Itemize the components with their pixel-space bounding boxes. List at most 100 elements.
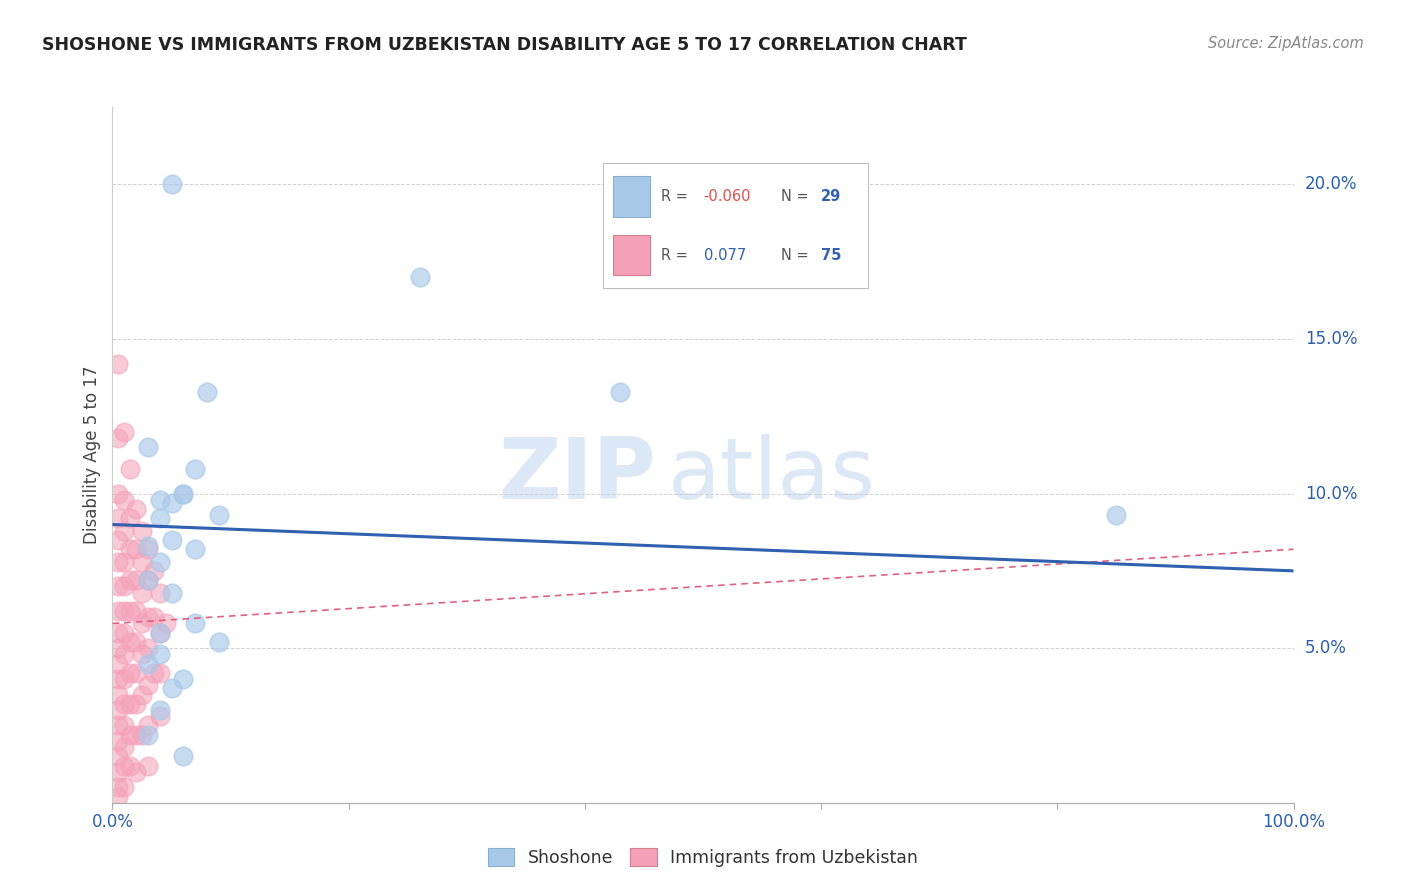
Point <box>112 758 135 772</box>
Point <box>125 573 148 587</box>
Legend: Shoshone, Immigrants from Uzbekistan: Shoshone, Immigrants from Uzbekistan <box>481 841 925 874</box>
Point <box>112 579 135 593</box>
Point <box>125 502 148 516</box>
Point <box>172 749 194 764</box>
Point <box>120 573 142 587</box>
Text: 20.0%: 20.0% <box>1305 176 1357 194</box>
Text: 5.0%: 5.0% <box>1305 640 1347 657</box>
Y-axis label: Disability Age 5 to 17: Disability Age 5 to 17 <box>83 366 101 544</box>
Point <box>107 780 129 795</box>
Point <box>149 625 172 640</box>
Point <box>125 697 148 711</box>
Point <box>149 648 172 662</box>
Text: Source: ZipAtlas.com: Source: ZipAtlas.com <box>1208 36 1364 51</box>
Point <box>112 672 135 686</box>
Point <box>149 709 172 723</box>
Point <box>136 657 159 671</box>
Point <box>112 555 135 569</box>
Point <box>107 641 129 656</box>
Point <box>112 740 135 755</box>
Point <box>107 688 129 702</box>
Point <box>149 665 172 680</box>
Point <box>112 524 135 538</box>
Point <box>172 672 194 686</box>
Point <box>125 728 148 742</box>
Point <box>184 462 207 476</box>
Point <box>112 648 135 662</box>
Text: ZIP: ZIP <box>498 434 655 517</box>
Point <box>131 524 153 538</box>
Point <box>107 357 129 371</box>
Point <box>609 384 631 399</box>
Point <box>136 542 159 557</box>
Point <box>107 718 129 732</box>
Point <box>142 665 165 680</box>
Point <box>160 178 183 192</box>
Point <box>112 604 135 618</box>
Point <box>112 780 135 795</box>
Point <box>107 533 129 547</box>
Point <box>107 579 129 593</box>
Point <box>120 665 142 680</box>
Point <box>107 486 129 500</box>
Point <box>107 703 129 717</box>
Point <box>120 542 142 557</box>
Point <box>208 635 231 649</box>
Point <box>120 462 142 476</box>
Point <box>160 585 183 599</box>
Point <box>136 539 159 553</box>
Point <box>149 585 172 599</box>
Point <box>120 758 142 772</box>
Point <box>149 492 172 507</box>
Point <box>160 533 183 547</box>
Point <box>160 681 183 696</box>
Point <box>136 573 159 587</box>
Point <box>1105 508 1128 523</box>
Point <box>120 697 142 711</box>
Point <box>112 718 135 732</box>
Point <box>149 511 172 525</box>
Point <box>172 486 194 500</box>
Point <box>142 564 165 578</box>
Point <box>107 789 129 804</box>
Point <box>172 486 194 500</box>
Point <box>120 511 142 525</box>
Point <box>131 728 153 742</box>
Point <box>125 542 148 557</box>
Point <box>120 728 142 742</box>
Point <box>131 616 153 631</box>
Point <box>408 270 430 285</box>
Text: atlas: atlas <box>668 434 876 517</box>
Point <box>107 555 129 569</box>
Point <box>136 678 159 692</box>
Point <box>112 697 135 711</box>
Point <box>184 542 207 557</box>
Point <box>107 672 129 686</box>
Text: 15.0%: 15.0% <box>1305 330 1357 348</box>
Point <box>107 604 129 618</box>
Point <box>131 648 153 662</box>
Point <box>136 728 159 742</box>
Point <box>131 555 153 569</box>
Point <box>160 496 183 510</box>
Point <box>120 604 142 618</box>
Point <box>107 625 129 640</box>
Point <box>107 764 129 779</box>
Point <box>142 610 165 624</box>
Point <box>107 431 129 445</box>
Point <box>136 440 159 454</box>
Point <box>131 688 153 702</box>
Point <box>149 625 172 640</box>
Point <box>208 508 231 523</box>
Point <box>136 718 159 732</box>
Point <box>112 425 135 439</box>
Point <box>125 635 148 649</box>
Point <box>155 616 177 631</box>
Point <box>120 635 142 649</box>
Point <box>107 749 129 764</box>
Point <box>136 758 159 772</box>
Point <box>112 492 135 507</box>
Point <box>125 604 148 618</box>
Point <box>149 703 172 717</box>
Point <box>125 665 148 680</box>
